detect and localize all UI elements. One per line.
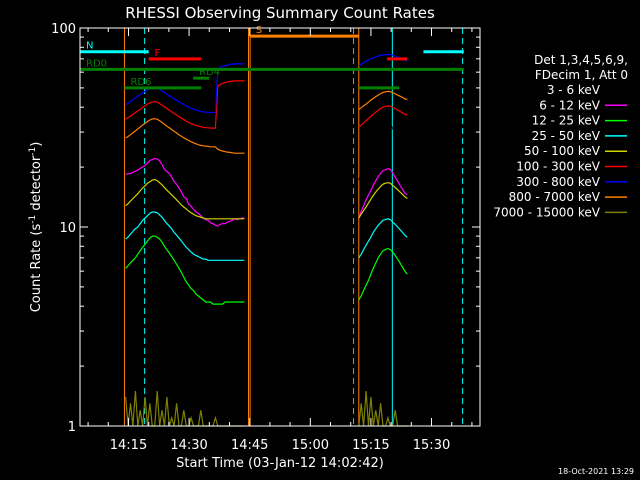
- series-25-50-kev-segment-0: [125, 211, 245, 261]
- flag-n-label: N: [86, 41, 93, 52]
- x-tick-label-15-15: 15:15: [352, 438, 389, 453]
- x-tick-label-14-45: 14:45: [231, 438, 268, 453]
- legend-label-12-25-kev: 12 - 25 keV: [532, 114, 601, 128]
- series-6-12-kev-segment-1: [358, 168, 408, 218]
- chart-title: RHESSI Observing Summary Count Rates: [125, 4, 435, 22]
- y-axis-label: Count Rate (s-1 detector-1): [28, 142, 44, 313]
- x-axis-label: Start Time (03-Jan-12 14:02:42): [176, 456, 384, 471]
- x-tick-label-15-30: 15:30: [413, 438, 450, 453]
- y-axis-label-exponent-1: -1: [28, 215, 38, 224]
- series-800-7000-kev-segment-0: [125, 118, 245, 154]
- y-tick-label-10: 10: [59, 221, 76, 236]
- flag-s-label: S: [256, 25, 262, 36]
- legend-label-50-100-kev: 50 - 100 keV: [524, 144, 601, 158]
- y-tick-label-1: 1: [68, 420, 76, 435]
- x-tick-label-14-30: 14:30: [170, 438, 207, 453]
- data-series: [125, 53, 408, 427]
- flag-rd6-label: RD6: [130, 77, 151, 88]
- y-tick-label-100: 100: [51, 22, 76, 37]
- series-100-300-kev-segment-0: [125, 80, 245, 129]
- legend-label-7000-15000-kev: 7000 - 15000 keV: [493, 205, 600, 219]
- legend-label-6-12-kev: 6 - 12 keV: [539, 98, 601, 112]
- y-axis-label-end: ): [29, 142, 44, 147]
- legend-label-300-800-kev: 300 - 800 keV: [516, 175, 600, 189]
- y-axis-label-middle: detector: [29, 155, 44, 215]
- legend-label-25-50-kev: 25 - 50 keV: [532, 129, 601, 143]
- flag-rd4-label: RD4: [199, 67, 220, 78]
- x-axis: 14:15 14:30 14:45 15:00 15:15 15:30: [87, 28, 473, 453]
- series-3-6-kev-segment-1: [358, 123, 408, 181]
- y-axis: 1 10 100: [51, 22, 480, 435]
- x-tick-label-14-15: 14:15: [110, 438, 147, 453]
- series-3-6-kev-segment-0: [125, 118, 245, 190]
- flag-rd0-label: RD0: [86, 58, 107, 69]
- legend-header-line-1: FDecim 1, Att 0: [535, 68, 628, 82]
- series-12-25-kev-segment-1: [358, 247, 408, 301]
- series-300-800-kev-segment-0: [125, 63, 245, 114]
- series-25-50-kev-segment-1: [358, 218, 408, 259]
- series-800-7000-kev-segment-1: [358, 90, 408, 111]
- state-flags: N F S RD0 RD4 RD6: [80, 25, 464, 90]
- series-50-100-kev-segment-0: [125, 178, 245, 220]
- legend-header-line-0: Det 1,3,4,5,6,9,: [534, 53, 628, 67]
- legend-label-100-300-kev: 100 - 300 keV: [516, 160, 600, 174]
- series-100-300-kev-segment-1: [358, 105, 408, 128]
- series-50-100-kev-segment-1: [358, 182, 408, 219]
- y-axis-label-exponent-2: -1: [28, 147, 38, 156]
- footer-date: 18-Oct-2021 13:29: [558, 467, 634, 476]
- legend: Det 1,3,4,5,6,9,FDecim 1, Att 03 - 6 keV…: [493, 53, 628, 219]
- series-6-12-kev-segment-0: [125, 157, 245, 227]
- x-tick-label-15-00: 15:00: [292, 438, 329, 453]
- flag-f-label: F: [155, 48, 161, 59]
- legend-label-3-6-kev: 3 - 6 keV: [547, 83, 601, 97]
- legend-label-800-7000-kev: 800 - 7000 keV: [509, 190, 601, 204]
- series-12-25-kev-segment-0: [125, 235, 245, 305]
- y-axis-label-main: Count Rate (s: [29, 224, 44, 313]
